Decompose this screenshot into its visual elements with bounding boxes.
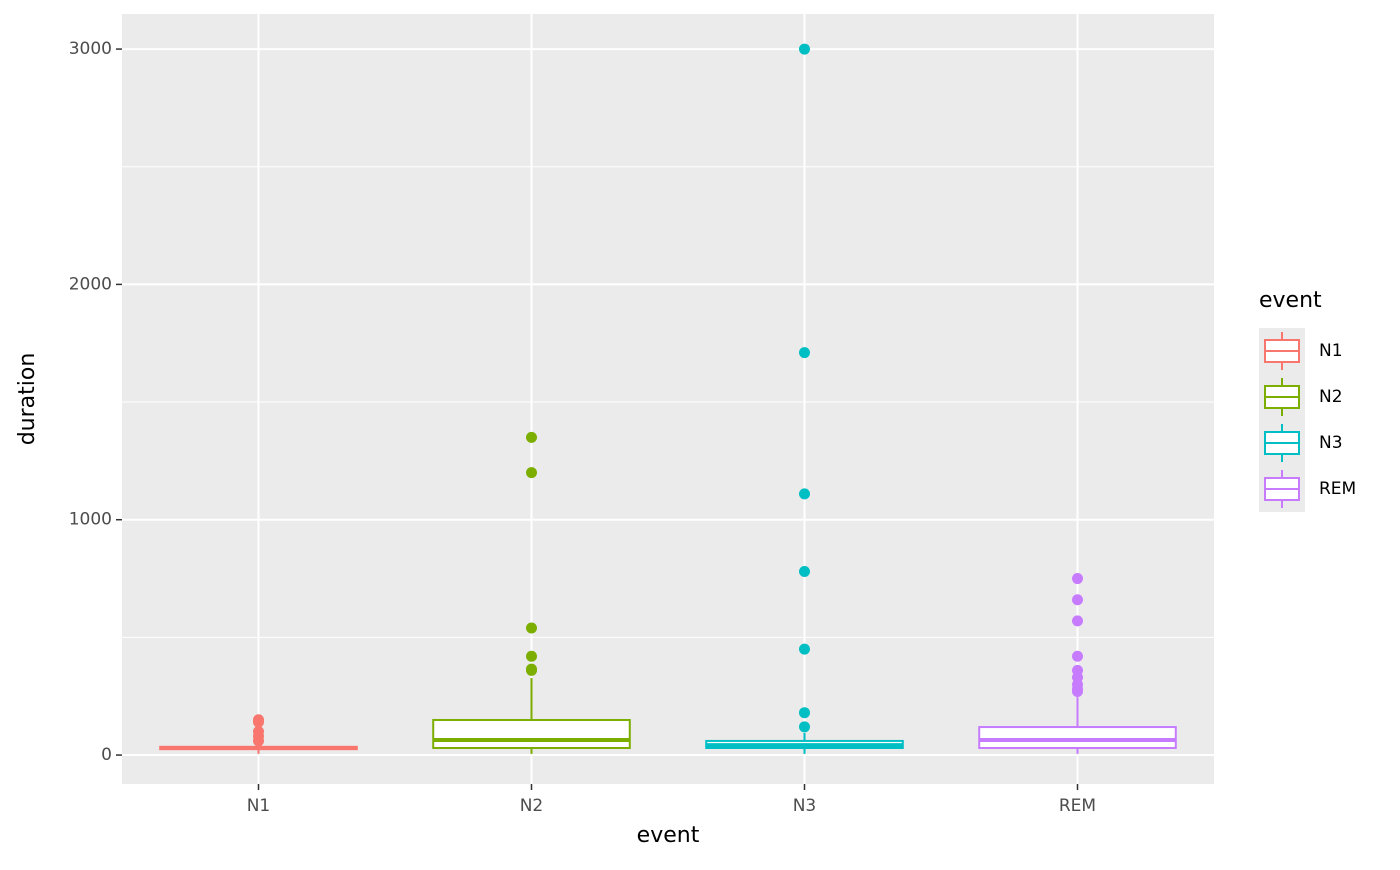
x-tick-label: REM [1059,796,1096,816]
y-axis-title: duration [15,353,40,446]
outlier [1072,594,1083,606]
outlier [1072,615,1083,627]
legend-label: N3 [1319,433,1343,453]
x-tick-label: N1 [247,796,271,816]
outlier [1072,650,1083,662]
outlier [799,347,810,359]
outlier [526,664,537,676]
outlier [799,488,810,500]
outlier [799,43,810,55]
outlier [799,721,810,733]
x-tick-label: N2 [520,796,544,816]
legend-title: event [1259,288,1322,313]
outlier [799,707,810,719]
outlier [1072,573,1083,585]
legend-label: REM [1319,479,1356,499]
outlier [526,622,537,634]
x-axis-title: event [637,823,700,848]
outlier [526,431,537,443]
outlier [526,650,537,662]
outlier [799,643,810,655]
outlier [253,716,264,728]
legend-label: N2 [1319,387,1343,407]
x-tick-label: N3 [793,796,817,816]
outlier [253,735,264,747]
outlier [1072,686,1083,698]
box [432,718,631,749]
y-tick-label: 2000 [69,274,112,294]
legend-label: N1 [1319,341,1343,361]
y-tick-label: 3000 [69,39,112,59]
outlier [799,565,810,577]
y-tick-label: 1000 [69,510,112,530]
panel [122,14,1214,784]
y-tick-label: 0 [101,745,112,765]
outlier [526,467,537,479]
box [978,726,1177,749]
